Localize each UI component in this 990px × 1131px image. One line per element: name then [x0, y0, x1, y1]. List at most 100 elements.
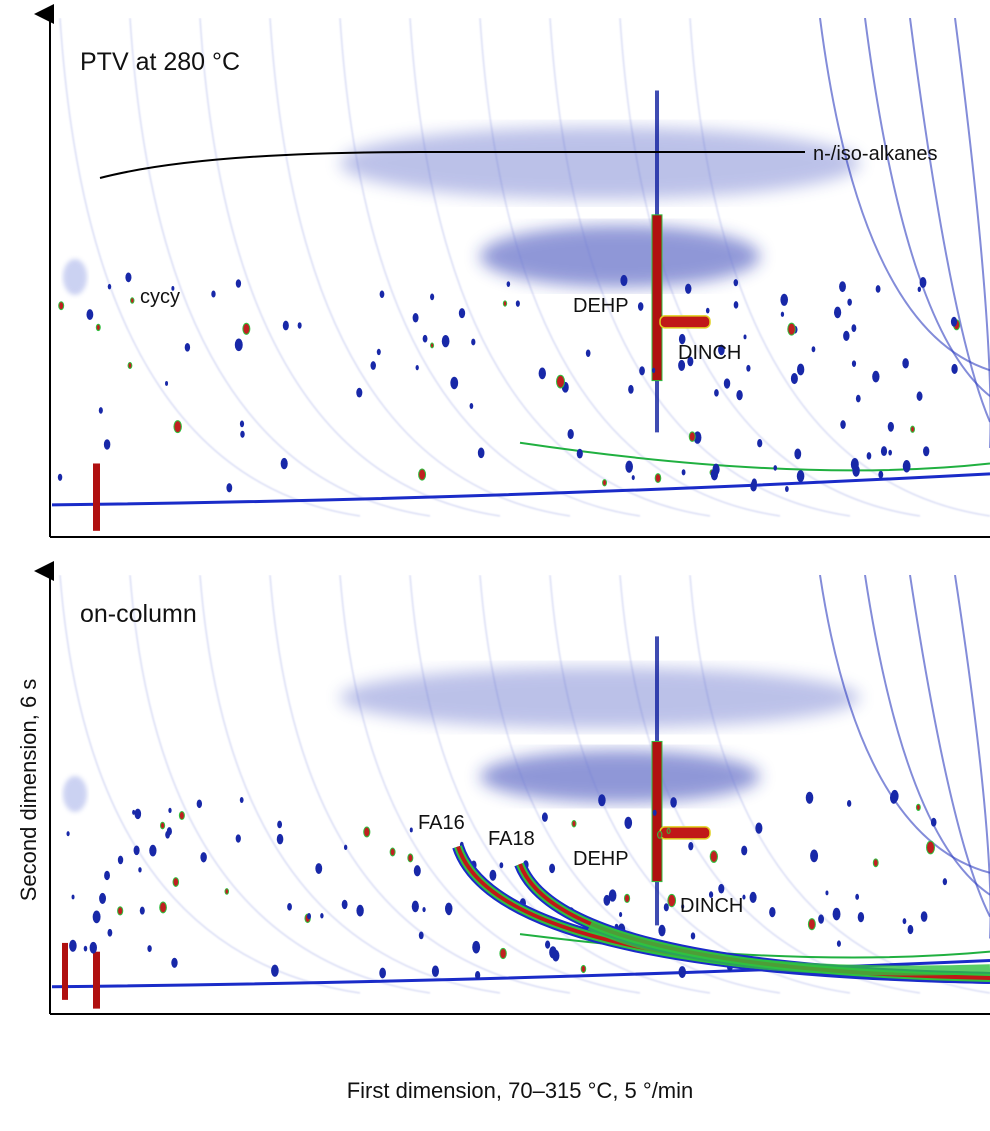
spot [571, 819, 577, 828]
spot [667, 893, 677, 908]
spot [923, 446, 930, 457]
spot [407, 853, 414, 863]
spot [138, 867, 142, 873]
spot [757, 439, 763, 448]
spot [104, 870, 110, 881]
spot [363, 826, 371, 838]
spot [846, 799, 852, 807]
annotation: n-/iso-alkanes [813, 143, 938, 165]
spot [549, 863, 556, 874]
x-axis-label: First dimension, 70–315 °C, 5 °/min [347, 1078, 694, 1103]
spot [239, 420, 245, 428]
spot [489, 869, 497, 881]
spot [58, 301, 65, 311]
plot-area [52, 18, 990, 531]
spot [196, 799, 203, 809]
spot [418, 468, 427, 481]
peak [62, 942, 68, 1000]
spot [839, 281, 846, 293]
spot [506, 281, 511, 287]
spot [625, 460, 633, 473]
spot [736, 389, 743, 401]
spot [794, 448, 802, 460]
spot [836, 940, 841, 947]
spot [942, 878, 948, 886]
streak [819, 18, 990, 372]
streak [954, 18, 990, 448]
spot [678, 359, 686, 372]
spot [780, 293, 789, 306]
annotation: DINCH [680, 895, 743, 917]
spot [165, 381, 169, 386]
spot [866, 452, 872, 460]
spot [277, 820, 283, 829]
spot [773, 465, 778, 471]
streak [199, 575, 501, 994]
spot [469, 403, 474, 409]
spot [315, 863, 323, 875]
spot [549, 946, 557, 959]
spot [430, 342, 435, 349]
spot [475, 971, 481, 980]
spot [580, 964, 587, 974]
plot-area [52, 575, 990, 1009]
spot [89, 941, 97, 954]
streak [689, 575, 990, 994]
spot [276, 833, 284, 845]
spot [920, 911, 928, 922]
spot [471, 338, 476, 346]
spot [422, 334, 428, 343]
spot [271, 964, 279, 977]
spot [240, 430, 245, 438]
baseline [52, 472, 990, 507]
spot [598, 794, 606, 807]
spot [710, 468, 719, 481]
spot [810, 849, 819, 863]
spot [851, 360, 857, 367]
spot [902, 918, 907, 925]
spot [855, 394, 861, 403]
streak [409, 18, 711, 517]
streak [269, 575, 571, 994]
spot [796, 470, 805, 483]
spot [502, 300, 508, 307]
spot [652, 809, 657, 816]
peak [659, 315, 711, 329]
spot [441, 335, 450, 348]
y-axis-label: Second dimension, 6 s [16, 679, 41, 902]
spot [623, 893, 631, 904]
spot [92, 910, 101, 924]
spot [172, 877, 180, 887]
spot [239, 796, 244, 803]
spot [855, 893, 860, 900]
spot [356, 387, 363, 398]
spot [818, 914, 824, 924]
spot [620, 274, 628, 287]
spot [71, 894, 75, 900]
spot [639, 366, 645, 376]
spot [287, 903, 292, 911]
spot [545, 940, 551, 949]
spot [343, 844, 348, 851]
spot [200, 852, 207, 863]
streak [619, 18, 921, 517]
spot [458, 308, 466, 319]
spot [165, 830, 170, 839]
spot [515, 300, 520, 307]
peak [93, 463, 100, 531]
spot [409, 827, 413, 833]
spot [887, 421, 894, 432]
spot [833, 306, 842, 319]
spot [825, 890, 829, 896]
streak [479, 18, 781, 517]
spot [83, 945, 88, 952]
spot [107, 283, 112, 290]
spot [159, 901, 167, 914]
spot [749, 891, 757, 904]
streak [479, 575, 781, 994]
spot [376, 348, 381, 356]
spot [211, 290, 216, 298]
spot [608, 889, 617, 902]
spot [843, 330, 850, 342]
